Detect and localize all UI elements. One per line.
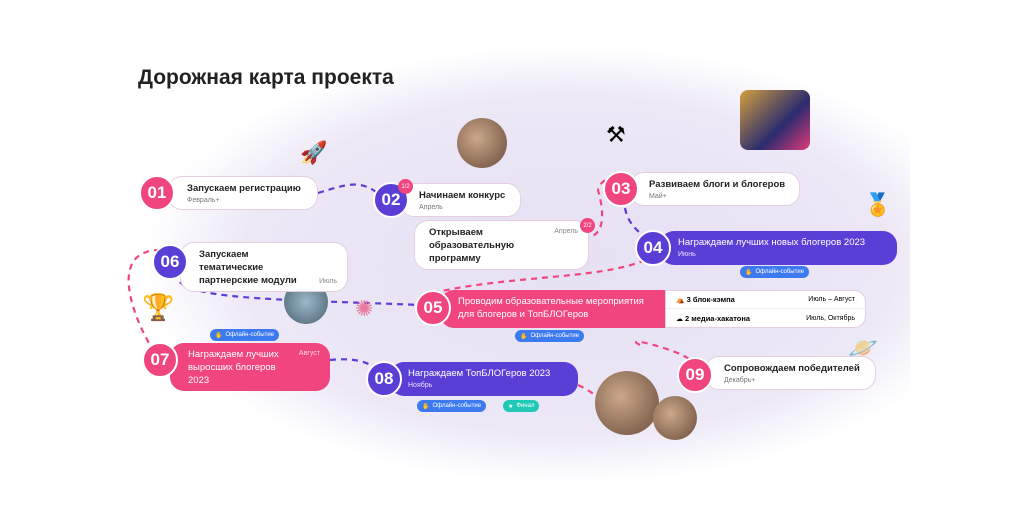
step-card-03[interactable]: Развиваем блоги и блогеров Май+ <box>630 172 800 206</box>
brain-icon: ☁ <box>676 315 683 323</box>
step-date: Июнь <box>678 251 696 258</box>
step-number: 06 <box>152 244 188 280</box>
step-title: Открываем образовательную программу <box>429 227 515 264</box>
step-date: Декабрь+ <box>724 377 756 384</box>
step-date: Февраль+ <box>187 197 220 204</box>
medal-icon: 🏅 <box>864 192 892 217</box>
step-badge: 1/2 <box>398 179 413 194</box>
offline-event-pill: ✋ Офлайн-событие <box>740 266 810 278</box>
step-title: Награждаем ТопБЛОГеров 2023 <box>408 368 551 379</box>
event-row: ☁ 2 медиа-хакатона Июль, Октябрь <box>666 309 865 327</box>
star-icon: ★ <box>508 403 514 410</box>
step-card-08[interactable]: Награждаем ТопБЛОГеров 2023 Ноябрь <box>390 362 578 396</box>
event-label: 2 медиа-хакатона <box>684 313 751 323</box>
hand-icon: ✋ <box>745 269 753 276</box>
anvil-icon: ⚒ <box>606 122 626 147</box>
pill-label: Финал <box>516 403 535 409</box>
step-card-02b[interactable]: Открываем образовательную программу Апре… <box>414 220 589 270</box>
step-card-01[interactable]: Запускаем регистрацию Февраль+ <box>168 176 318 210</box>
step-05-events: ⛺ 3 блок-кэмпа Июль – Август ☁ 2 медиа-ха… <box>665 290 866 328</box>
step-title: Развиваем блоги и блогеров <box>649 179 786 190</box>
step-date: Май+ <box>649 193 667 200</box>
page-title: Дорожная карта проекта <box>138 66 394 89</box>
step-number: 01 <box>139 175 175 211</box>
step-number: 07 <box>142 342 178 378</box>
step-card-07[interactable]: Награждаем лучших выросших блогеров 2023… <box>170 343 330 391</box>
step-date: Август <box>298 350 320 357</box>
photo-final <box>595 371 659 435</box>
pill-label: Офлайн-событие <box>432 403 482 409</box>
step-card-02[interactable]: Начинаем конкурс Апрель <box>400 183 521 217</box>
step-date: Апрель <box>554 228 578 235</box>
photo-awards <box>740 90 810 150</box>
step-title: Сопровождаем победителей <box>724 363 860 374</box>
final-pill: ★ Финал <box>503 400 540 412</box>
hand-icon: ✋ <box>422 403 430 410</box>
fireworks-icon: ✺ <box>355 296 374 321</box>
hand-icon: ✋ <box>520 333 528 340</box>
step-number: 03 <box>603 171 639 207</box>
offline-event-pill: ✋ Офлайн-событие <box>210 329 280 341</box>
event-date: Июль – Август <box>808 296 855 303</box>
step-card-06[interactable]: Запускаем тематические партнерские модул… <box>180 242 348 292</box>
step-title: Запускаем тематические партнерские модул… <box>199 249 297 286</box>
step-title: Награждаем лучших выросших блогеров 2023 <box>188 349 279 386</box>
event-label: 3 блок-кэмпа <box>686 295 735 304</box>
offline-event-pill: ✋ Офлайн-событие <box>417 400 487 412</box>
hand-icon: ✋ <box>215 332 223 339</box>
step-date: Апрель <box>419 204 443 211</box>
offline-event-pill: ✋ Офлайн-событие <box>515 330 585 342</box>
event-date: Июль, Октябрь <box>806 314 855 322</box>
step-card-05[interactable]: Проводим образовательные мероприятия для… <box>440 290 666 328</box>
step-title: Запускаем регистрацию <box>187 183 301 194</box>
step-title: Проводим образовательные мероприятия для… <box>458 296 644 320</box>
photo-contest <box>457 118 507 168</box>
event-row: ⛺ 3 блок-кэмпа Июль – Август <box>666 291 865 309</box>
pill-label: Офлайн-событие <box>530 333 580 339</box>
pill-label: Офлайн-событие <box>755 269 805 275</box>
step-card-04[interactable]: Награждаем лучших новых блогеров 2023 Ию… <box>660 231 897 265</box>
step-number: 08 <box>366 361 402 397</box>
step-title: Награждаем лучших новых блогеров 2023 <box>678 237 866 248</box>
step-number: 09 <box>677 357 713 393</box>
step-date: Июль <box>319 278 337 285</box>
step-badge: 2/2 <box>580 218 595 233</box>
photo-team <box>653 396 697 440</box>
step-number: 04 <box>635 230 671 266</box>
camp-icon: ⛺ <box>676 297 685 304</box>
step-title: Начинаем конкурс <box>419 190 506 201</box>
step-number: 05 <box>415 290 451 326</box>
rocket-icon: 🚀 <box>300 140 328 165</box>
pill-label: Офлайн-событие <box>225 332 275 338</box>
trophy-icon: 🏆 <box>142 292 175 322</box>
step-card-09[interactable]: Сопровождаем победителей Декабрь+ <box>705 356 876 390</box>
step-date: Ноябрь <box>408 382 433 389</box>
